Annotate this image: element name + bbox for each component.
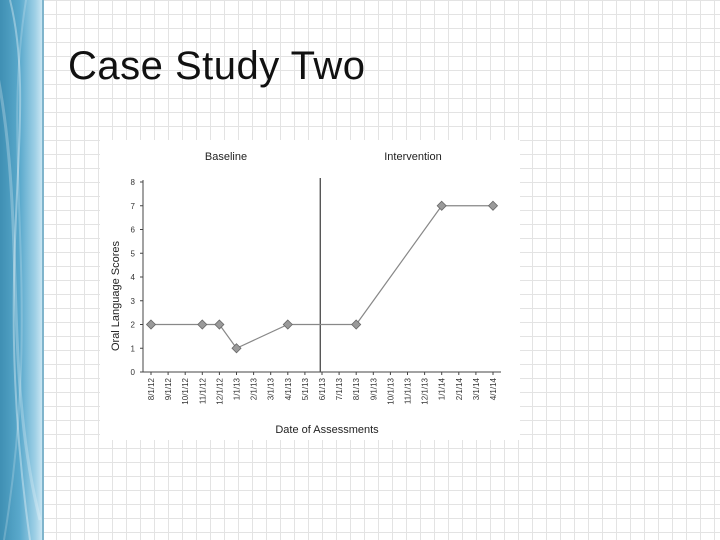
x-tick-label: 12/1/13 (421, 377, 430, 404)
y-tick-label: 1 (131, 344, 136, 353)
data-point-marker (145, 319, 157, 330)
line-chart: Baseline Intervention Oral Language Scor… (110, 151, 501, 436)
slide-title: Case Study Two (68, 44, 366, 88)
x-tick-label: 12/1/12 (215, 377, 224, 404)
x-tick-label: 6/1/13 (318, 377, 327, 400)
data-point-marker (282, 319, 293, 330)
data-point-marker (351, 319, 362, 330)
y-tick-label: 6 (131, 226, 136, 235)
x-tick-label: 8/1/13 (352, 377, 361, 400)
x-tick-label: 2/1/14 (455, 377, 464, 400)
data-point-marker (231, 343, 242, 354)
left-accent-band (0, 0, 44, 540)
chart-container: Baseline Intervention Oral Language Scor… (100, 140, 520, 440)
x-tick-label: 11/1/13 (404, 377, 413, 404)
data-point-marker (436, 200, 447, 211)
x-tick-label: 9/1/12 (164, 377, 173, 400)
x-tick-label: 10/1/13 (386, 377, 395, 404)
x-tick-label: 4/1/13 (284, 377, 293, 400)
x-tick-label: 3/1/14 (472, 377, 481, 400)
x-tick-label: 11/1/12 (198, 377, 207, 404)
x-tick-label: 7/1/13 (335, 377, 344, 400)
phase-label-baseline: Baseline (205, 151, 247, 163)
x-tick-label: 8/1/12 (147, 377, 156, 400)
y-axis-label: Oral Language Scores (110, 240, 122, 351)
x-tick-label: 2/1/13 (250, 377, 259, 400)
y-tick-label: 0 (131, 368, 136, 377)
x-tick-label: 1/1/13 (233, 377, 242, 400)
x-axis-label: Date of Assessments (275, 424, 379, 436)
x-tick-label: 9/1/13 (369, 377, 378, 400)
data-point-marker (487, 200, 499, 211)
plot-area: 0 1 2 3 4 5 6 7 8 8/1/12 9/1/12 10/1/12 11/1/12 12/1/… (131, 178, 501, 405)
phase-label-intervention: Intervention (384, 151, 441, 163)
x-tick-label: 5/1/13 (301, 377, 310, 400)
x-tick-label: 1/1/14 (438, 377, 447, 400)
decorative-curves (0, 0, 42, 540)
y-tick-label: 8 (131, 178, 136, 187)
x-tick-label: 3/1/13 (267, 377, 276, 400)
y-tick-label: 7 (131, 202, 136, 211)
x-tick-label: 4/1/14 (489, 377, 498, 400)
x-tick-label: 10/1/12 (181, 377, 190, 404)
y-tick-label: 4 (131, 273, 136, 282)
band-edge (42, 0, 44, 540)
y-tick-label: 5 (131, 249, 136, 258)
data-point-marker (214, 319, 225, 330)
y-tick-label: 2 (131, 321, 136, 330)
data-point-marker (197, 319, 208, 330)
y-tick-label: 3 (131, 297, 136, 306)
